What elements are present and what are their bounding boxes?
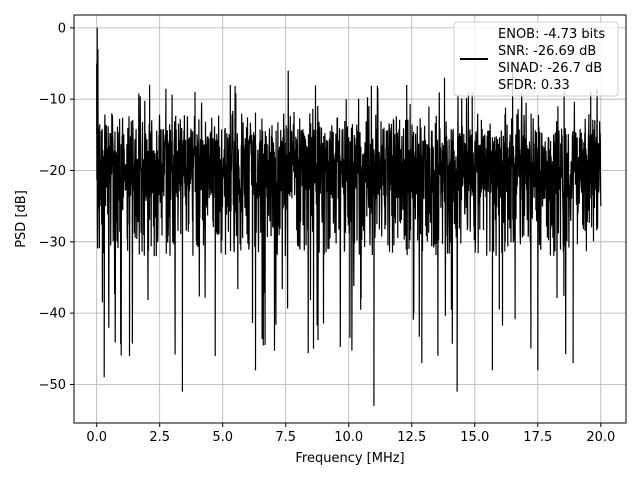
y-tick-label: −40 [39, 307, 66, 322]
x-tick-label: 2.5 [149, 430, 170, 445]
y-axis-title: PSD [dB] [14, 190, 29, 248]
psd-series-line [96, 27, 602, 406]
y-tick-label: −50 [39, 378, 66, 393]
legend-entry-snr: SNR: -26.69 dB [498, 44, 596, 59]
y-tick-label: −20 [39, 164, 66, 179]
x-tick-label: 12.5 [397, 430, 426, 445]
legend-entry-enob: ENOB: -4.73 bits [498, 27, 605, 42]
x-tick-label: 20.0 [586, 430, 615, 445]
legend-entry-sinad: SINAD: -26.7 dB [498, 61, 602, 76]
legend: ENOB: -4.73 bits SNR: -26.69 dB SINAD: -… [453, 21, 619, 97]
x-tick-label: 7.5 [275, 430, 296, 445]
x-axis: 0.0 2.5 5.0 7.5 10.0 12.5 15.0 17.5 20.0 [86, 423, 615, 445]
plot-frame [73, 14, 627, 424]
legend-entry-sfdr: SFDR: 0.33 [498, 78, 570, 93]
x-tick-label: 17.5 [523, 430, 552, 445]
x-tick-label: 0.0 [86, 430, 107, 445]
y-axis: 0 −10 −20 −30 −40 −50 [39, 21, 74, 393]
y-tick-label: −30 [39, 235, 66, 250]
x-tick-label: 15.0 [460, 430, 489, 445]
series-layer [96, 27, 602, 406]
x-axis-title: Frequency [MHz] [295, 451, 404, 466]
legend-box [453, 21, 619, 97]
x-tick-label: 5.0 [212, 430, 233, 445]
x-tick-label: 10.0 [334, 430, 363, 445]
y-tick-label: 0 [58, 21, 66, 36]
y-tick-label: −10 [39, 93, 66, 108]
